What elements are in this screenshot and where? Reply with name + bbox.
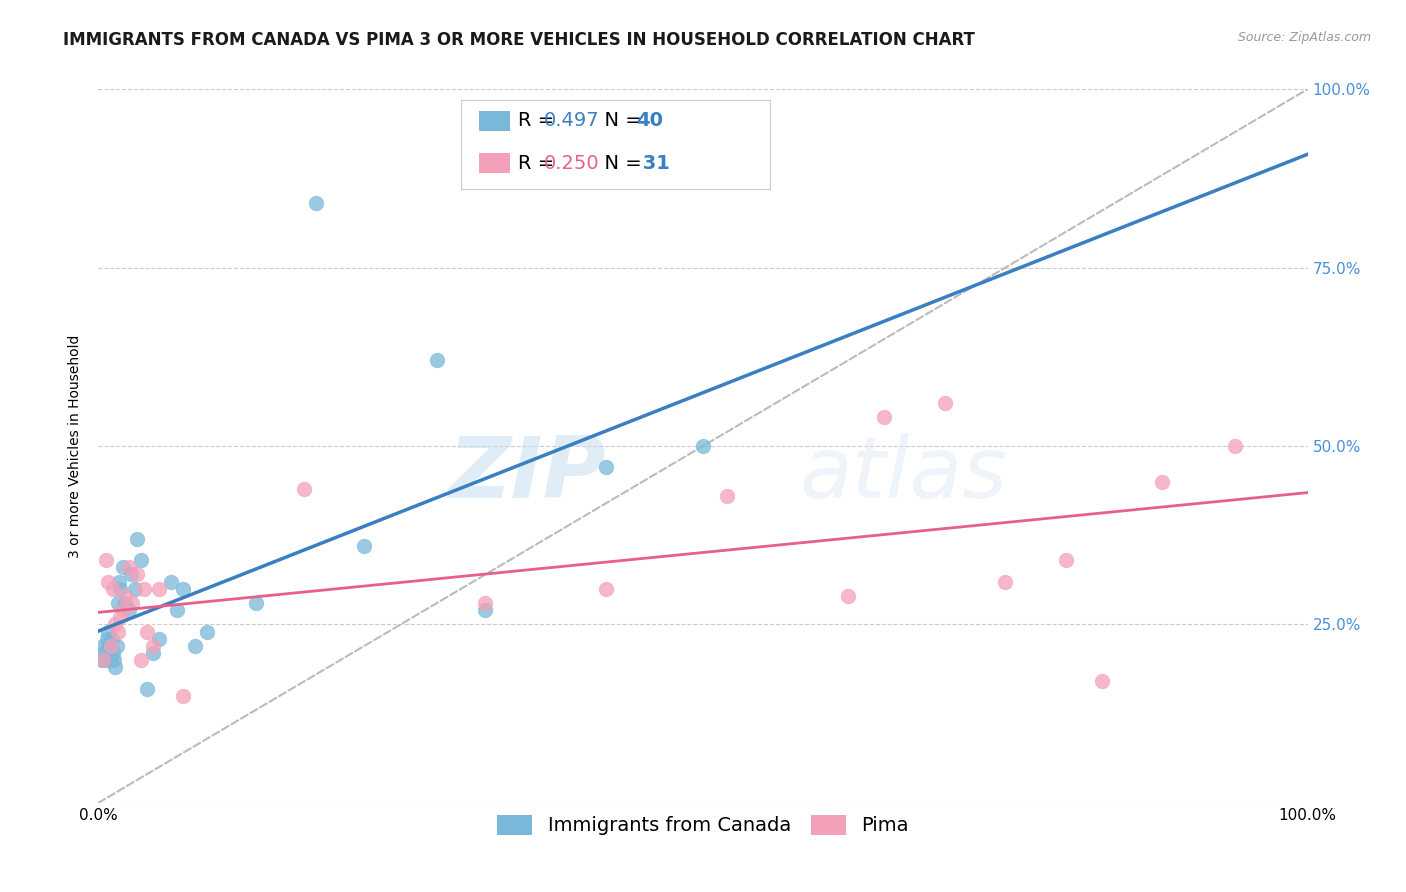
Point xyxy=(104,617,127,632)
Point xyxy=(142,639,165,653)
Point xyxy=(104,660,127,674)
Text: ZIP: ZIP xyxy=(449,433,606,516)
Text: 0.497: 0.497 xyxy=(543,112,599,130)
Point xyxy=(121,596,143,610)
Point xyxy=(91,653,114,667)
Point xyxy=(716,489,738,503)
Point xyxy=(108,574,131,589)
Point xyxy=(111,560,134,574)
Point xyxy=(142,646,165,660)
Point xyxy=(172,689,194,703)
Point xyxy=(595,582,617,596)
Point xyxy=(105,639,128,653)
Point xyxy=(97,574,120,589)
Text: 31: 31 xyxy=(637,154,671,173)
Point xyxy=(120,567,142,582)
Point xyxy=(100,639,122,653)
Text: R =: R = xyxy=(517,112,561,130)
Point xyxy=(91,653,114,667)
Point xyxy=(94,553,117,567)
Point xyxy=(101,646,124,660)
Point xyxy=(100,653,122,667)
Point xyxy=(111,603,134,617)
Point xyxy=(160,574,183,589)
Point xyxy=(873,410,896,425)
Point xyxy=(172,582,194,596)
Point xyxy=(426,353,449,368)
Text: 40: 40 xyxy=(637,112,664,130)
Point xyxy=(1152,475,1174,489)
Point xyxy=(692,439,714,453)
Point xyxy=(245,596,267,610)
Y-axis label: 3 or more Vehicles in Household: 3 or more Vehicles in Household xyxy=(69,334,83,558)
Point xyxy=(118,603,141,617)
Point xyxy=(135,681,157,696)
Text: 0.250: 0.250 xyxy=(543,154,599,173)
Point xyxy=(118,560,141,574)
Point xyxy=(195,624,218,639)
Bar xyxy=(479,153,509,173)
Point xyxy=(837,589,859,603)
Point xyxy=(100,639,122,653)
Point xyxy=(94,653,117,667)
Point xyxy=(305,196,328,211)
Text: IMMIGRANTS FROM CANADA VS PIMA 3 OR MORE VEHICLES IN HOUSEHOLD CORRELATION CHART: IMMIGRANTS FROM CANADA VS PIMA 3 OR MORE… xyxy=(63,31,976,49)
Legend: Immigrants from Canada, Pima: Immigrants from Canada, Pima xyxy=(489,807,917,843)
Point xyxy=(107,624,129,639)
Point xyxy=(103,653,125,667)
Point xyxy=(148,632,170,646)
Point xyxy=(98,646,121,660)
Point xyxy=(934,396,956,410)
Point xyxy=(595,460,617,475)
Point xyxy=(994,574,1017,589)
Point xyxy=(127,567,149,582)
Point xyxy=(135,624,157,639)
Point xyxy=(100,632,122,646)
Point xyxy=(148,582,170,596)
Point xyxy=(96,632,118,646)
Point xyxy=(97,624,120,639)
Point xyxy=(97,639,120,653)
Point xyxy=(124,582,146,596)
Point xyxy=(129,653,152,667)
Text: N =: N = xyxy=(592,112,648,130)
Bar xyxy=(479,111,509,130)
Point xyxy=(101,582,124,596)
Text: N =: N = xyxy=(592,154,648,173)
Text: atlas: atlas xyxy=(800,433,1008,516)
Point xyxy=(353,539,375,553)
Point xyxy=(93,646,115,660)
Point xyxy=(91,639,114,653)
Point xyxy=(1223,439,1246,453)
Point xyxy=(474,603,496,617)
FancyBboxPatch shape xyxy=(461,100,769,189)
Point xyxy=(127,532,149,546)
Point xyxy=(134,582,156,596)
Point xyxy=(108,610,131,624)
Point xyxy=(108,582,131,596)
Point xyxy=(107,596,129,610)
Point xyxy=(166,603,188,617)
Text: R =: R = xyxy=(517,154,561,173)
Point xyxy=(1091,674,1114,689)
Text: Source: ZipAtlas.com: Source: ZipAtlas.com xyxy=(1237,31,1371,45)
Point xyxy=(184,639,207,653)
Point xyxy=(129,553,152,567)
Point xyxy=(114,596,136,610)
Point xyxy=(474,596,496,610)
Point xyxy=(292,482,315,496)
Point xyxy=(1054,553,1077,567)
Point xyxy=(114,589,136,603)
